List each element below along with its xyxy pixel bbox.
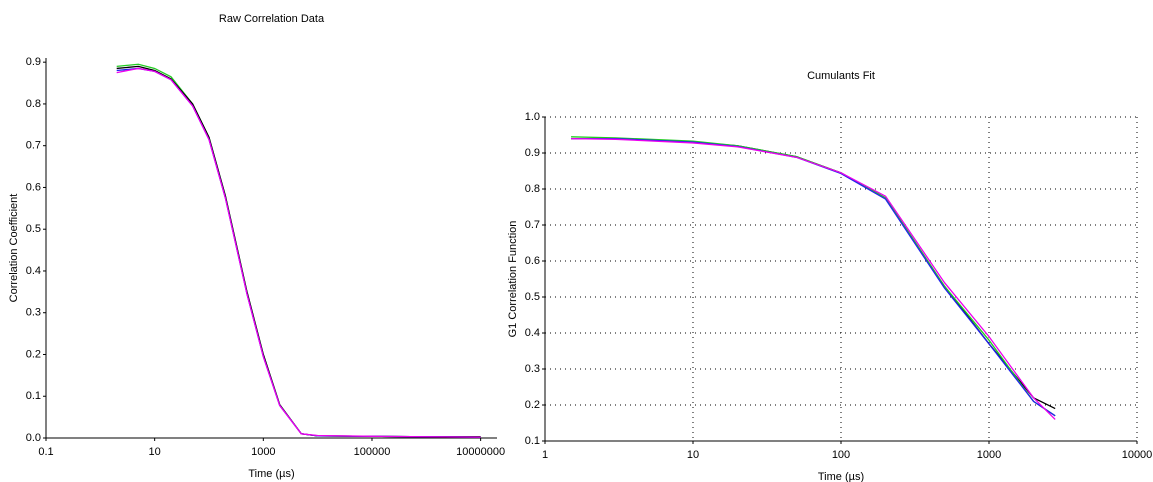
x-tick-label: 100000 xyxy=(354,446,391,458)
x-axis-label: Time (µs) xyxy=(248,468,294,480)
y-tick-label: 0.8 xyxy=(525,183,540,195)
y-tick-label: 0.5 xyxy=(525,291,540,303)
y-tick-label: 0.1 xyxy=(525,435,540,447)
y-tick-label: 0.6 xyxy=(26,181,41,193)
x-tick-label: 1000 xyxy=(251,446,275,458)
x-axis-label: Time (µs) xyxy=(818,471,864,482)
y-tick-label: 1.0 xyxy=(525,111,540,123)
chart-title: Cumulants Fit xyxy=(807,70,875,82)
y-tick-label: 0.3 xyxy=(525,363,540,375)
y-tick-label: 0.9 xyxy=(525,147,540,159)
x-tick-label: 100 xyxy=(832,449,850,461)
y-tick-label: 0.9 xyxy=(26,56,41,68)
series-line xyxy=(116,67,481,438)
y-tick-label: 0.4 xyxy=(525,327,540,339)
y-tick-label: 0.2 xyxy=(26,348,41,360)
x-tick-label: 10 xyxy=(687,449,699,461)
chart-title: Raw Correlation Data xyxy=(219,13,325,25)
x-tick-label: 1 xyxy=(542,449,548,461)
x-tick-label: 10 xyxy=(149,446,161,458)
series-line xyxy=(571,137,1056,417)
x-tick-label: 10000 xyxy=(1122,449,1153,461)
series-line xyxy=(571,136,1056,417)
y-tick-label: 0.0 xyxy=(26,432,41,444)
series-line xyxy=(571,137,1056,420)
y-tick-label: 0.1 xyxy=(26,390,41,402)
y-tick-label: 0.3 xyxy=(26,307,41,319)
y-tick-label: 0.6 xyxy=(525,255,540,267)
y-tick-label: 0.7 xyxy=(525,219,540,231)
y-tick-label: 0.4 xyxy=(26,265,41,277)
y-tick-label: 0.8 xyxy=(26,98,41,110)
series-line xyxy=(116,65,481,438)
series-line xyxy=(116,63,481,438)
y-tick-label: 0.7 xyxy=(26,140,41,152)
x-tick-label: 0.1 xyxy=(38,446,53,458)
x-tick-label: 10000000 xyxy=(456,446,505,458)
y-tick-label: 0.2 xyxy=(525,399,540,411)
y-axis-label: Correlation Coefficient xyxy=(8,194,20,303)
x-tick-label: 1000 xyxy=(977,449,1001,461)
series-line xyxy=(116,67,481,438)
y-tick-label: 0.5 xyxy=(26,223,41,235)
y-axis-label: G1 Correlation Function xyxy=(507,221,519,338)
series-line xyxy=(571,137,1056,410)
